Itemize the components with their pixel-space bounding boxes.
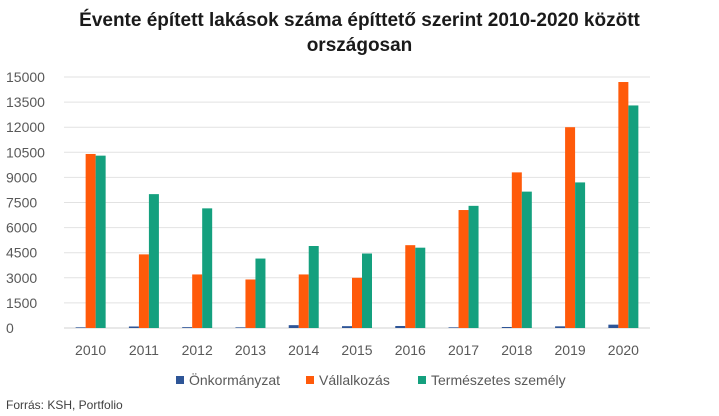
- chart-title-line-2: országosan: [306, 35, 413, 56]
- bar-önkormányzat: [501, 326, 512, 328]
- x-axis: 2010 2011 2012 2013 2014 2015 2016 2017 2018 2019…: [75, 342, 639, 358]
- x-tick-label: 2020: [608, 342, 639, 358]
- legend-label: Természetes személy: [431, 372, 566, 388]
- x-tick-label: 2019: [555, 342, 586, 358]
- chart-title: Évente épített lakások száma építtető sz…: [0, 8, 719, 58]
- bar-természetes-személy: [202, 208, 213, 328]
- x-tick-label: 2018: [501, 342, 532, 358]
- y-tick-label: 4500: [6, 245, 37, 261]
- bar-természetes-személy: [628, 105, 639, 329]
- bars: [75, 82, 639, 329]
- bar-természetes-személy: [521, 191, 532, 328]
- bar-vállalkozás: [138, 254, 149, 328]
- legend-swatch: [306, 376, 314, 384]
- y-tick-label: 3000: [6, 270, 37, 286]
- bar-önkormányzat: [395, 325, 406, 328]
- bar-vállalkozás: [565, 127, 576, 328]
- y-tick-label: 1500: [6, 295, 37, 311]
- bar-önkormányzat: [288, 325, 299, 328]
- bar-vállalkozás: [245, 279, 256, 328]
- y-tick-label: 12000: [6, 119, 45, 135]
- legend-swatch: [176, 376, 184, 384]
- bar-vállalkozás: [298, 274, 309, 328]
- bar-természetes-személy: [255, 258, 266, 328]
- x-tick-label: 2012: [182, 342, 213, 358]
- bar-önkormányzat: [235, 327, 246, 328]
- x-tick-label: 2013: [235, 342, 266, 358]
- bar-chart: 0 1500 3000 4500 6000 7500 9000 10500 12000 13500…: [6, 69, 650, 388]
- legend-label: Vállalkozás: [319, 372, 390, 388]
- y-tick-label: 6000: [6, 220, 37, 236]
- bar-vállalkozás: [192, 274, 203, 328]
- x-tick-label: 2017: [448, 342, 479, 358]
- bar-önkormányzat: [128, 326, 139, 328]
- legend: Önkormányzat Vállalkozás Természetes szemé…: [176, 371, 566, 388]
- bar-természetes-személy: [362, 253, 372, 328]
- bar-természetes-személy: [415, 247, 426, 328]
- bar-vállalkozás: [352, 277, 362, 328]
- legend-label: Önkormányzat: [189, 371, 280, 388]
- bar-természetes-személy: [468, 205, 479, 328]
- y-tick-label: 15000: [6, 69, 45, 85]
- bar-természetes-személy: [148, 194, 159, 328]
- bar-önkormányzat: [448, 327, 459, 328]
- x-tick-label: 2014: [288, 342, 319, 358]
- y-tick-label: 0: [6, 320, 14, 336]
- x-tick-label: 2015: [341, 342, 372, 358]
- gridlines: [64, 76, 650, 329]
- y-tick-label: 13500: [6, 94, 45, 110]
- bar-vállalkozás: [511, 172, 522, 328]
- bar-természetes-személy: [95, 155, 106, 328]
- y-tick-label: 10500: [6, 144, 45, 160]
- y-axis: 0 1500 3000 4500 6000 7500 9000 10500 12000 13500…: [6, 69, 45, 336]
- bar-vállalkozás: [85, 153, 96, 328]
- y-tick-label: 7500: [6, 195, 37, 211]
- bar-vállalkozás: [618, 82, 629, 329]
- legend-swatch: [418, 376, 426, 384]
- chart-title-line-1: Évente épített lakások száma építtető sz…: [79, 10, 640, 31]
- bar-önkormányzat: [608, 324, 619, 328]
- x-tick-label: 2010: [75, 342, 106, 358]
- y-tick-label: 9000: [6, 169, 37, 185]
- bar-önkormányzat: [75, 327, 86, 328]
- bar-természetes-személy: [308, 246, 319, 328]
- bar-természetes-személy: [575, 182, 586, 328]
- bar-önkormányzat: [555, 326, 566, 328]
- bar-vállalkozás: [458, 210, 469, 328]
- bar-vállalkozás: [405, 245, 416, 328]
- bar-önkormányzat: [182, 327, 193, 328]
- source-note: Forrás: KSH, Portfolio: [6, 398, 123, 412]
- x-tick-label: 2016: [395, 342, 426, 358]
- bar-önkormányzat: [342, 326, 352, 328]
- x-tick-label: 2011: [129, 342, 159, 358]
